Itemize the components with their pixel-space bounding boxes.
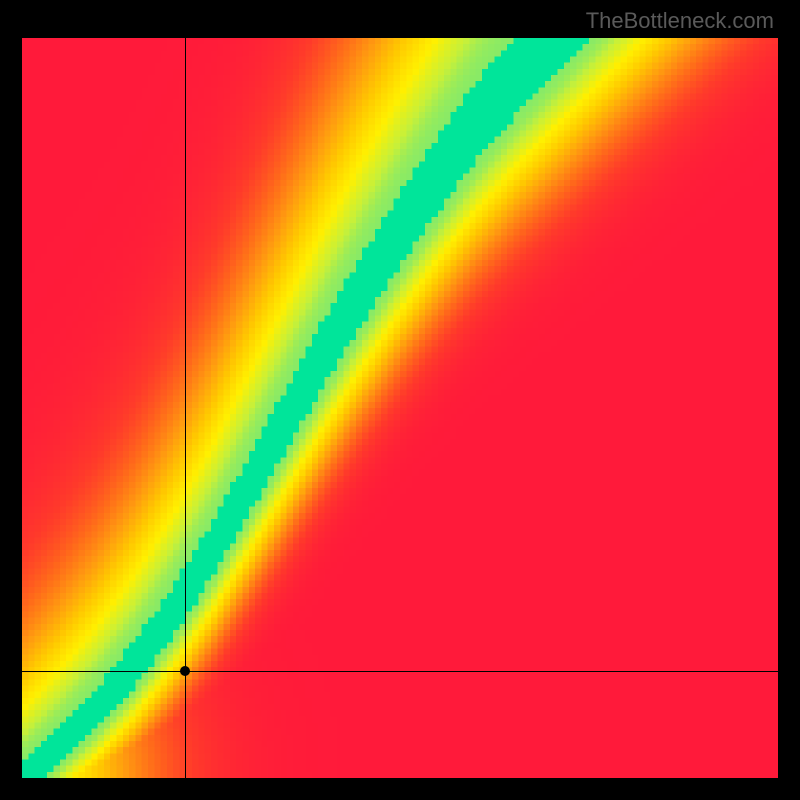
watermark-text: TheBottleneck.com — [586, 8, 774, 34]
crosshair-marker — [180, 666, 190, 676]
crosshair-horizontal — [22, 671, 778, 672]
chart-container: TheBottleneck.com — [0, 0, 800, 800]
bottleneck-heatmap — [22, 38, 778, 778]
